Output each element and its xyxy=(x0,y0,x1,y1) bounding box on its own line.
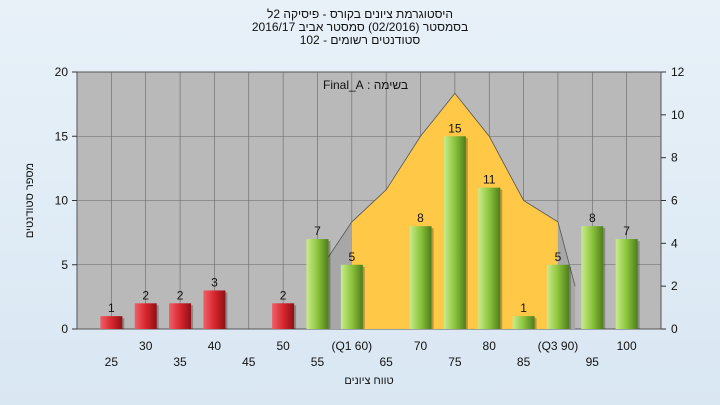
x-tick-label-90: (Q3 90) xyxy=(538,339,579,353)
bar-100 xyxy=(615,239,638,329)
x-tick-label-75: 75 xyxy=(448,355,462,369)
bar-75 xyxy=(443,136,466,329)
distribution-outline xyxy=(317,92,576,287)
bar-value-label-50: 2 xyxy=(280,288,287,302)
bar-55 xyxy=(306,239,329,329)
x-tick-label-40: 40 xyxy=(208,339,222,353)
y-tick-label: 5 xyxy=(61,258,68,272)
x-tick-label-80: 80 xyxy=(483,339,497,353)
bar-value-label-70: 8 xyxy=(417,211,424,225)
bar-value-label-80: 11 xyxy=(483,173,496,187)
y2-tick-label: 10 xyxy=(671,108,685,122)
title-line-1: היסטוגרמת ציונים בקורס - פיסיקה 2ל xyxy=(266,7,454,21)
x-tick-label-70: 70 xyxy=(414,339,428,353)
x-tick-label-45: 45 xyxy=(242,355,256,369)
bar-25 xyxy=(100,316,123,329)
x-tick-label-55: 55 xyxy=(311,355,325,369)
y-axis-title: מספר סטודנטים xyxy=(24,163,36,238)
x-tick-label-25: 25 xyxy=(105,355,119,369)
y2-tick-label: 2 xyxy=(671,279,678,293)
y-tick-label: 10 xyxy=(55,194,69,208)
y-tick-label: 15 xyxy=(55,129,69,143)
bar-value-label-55: 7 xyxy=(314,224,321,238)
x-tick-label-50: 50 xyxy=(276,339,290,353)
y2-tick-label: 4 xyxy=(671,236,678,250)
bar-30 xyxy=(134,303,157,329)
bar-value-label-25: 1 xyxy=(108,301,115,315)
bar-value-label-95: 8 xyxy=(589,211,596,225)
y2-tick-label: 6 xyxy=(671,194,678,208)
y-tick-label: 0 xyxy=(61,322,68,336)
y2-tick-label: 8 xyxy=(671,151,678,165)
bar-value-label-35: 2 xyxy=(177,288,184,302)
bar-value-label-60: 5 xyxy=(348,250,355,264)
y2-tick-label: 0 xyxy=(671,322,678,336)
x-tick-label-85: 85 xyxy=(517,355,531,369)
x-axis-title: טווח ציונים xyxy=(344,375,393,387)
bar-95 xyxy=(581,226,604,329)
bar-80 xyxy=(478,187,501,329)
x-tick-label-35: 35 xyxy=(173,355,187,369)
bar-40 xyxy=(203,290,226,329)
y-tick-label: 20 xyxy=(55,65,69,79)
bar-35 xyxy=(169,303,192,329)
bar-85 xyxy=(512,316,535,329)
bar-value-label-30: 2 xyxy=(142,288,149,302)
chart-title: היסטוגרמת ציונים בקורס - פיסיקה 2ל בסמסט… xyxy=(0,8,720,47)
x-tick-label-100: 100 xyxy=(617,339,637,353)
bar-90 xyxy=(546,264,569,329)
x-tick-label-60: (Q1 60) xyxy=(331,339,372,353)
bar-50 xyxy=(272,303,295,329)
bar-70 xyxy=(409,226,432,329)
bar-value-label-40: 3 xyxy=(211,275,218,289)
x-tick-label-65: 65 xyxy=(379,355,393,369)
bar-value-label-85: 1 xyxy=(520,301,527,315)
title-line-2: בסמסטר (02/2016) סמסטר אביב 2016/17 xyxy=(251,20,469,34)
bar-value-label-75: 15 xyxy=(448,121,462,135)
x-tick-label-95: 95 xyxy=(586,355,600,369)
bar-value-label-100: 7 xyxy=(623,224,630,238)
x-tick-label-30: 30 xyxy=(139,339,153,353)
bar-60 xyxy=(340,264,363,329)
bar-value-label-90: 5 xyxy=(555,250,562,264)
plot-annotation: בשימה : Final_A xyxy=(323,78,408,92)
title-line-3: סטודנטים רשומים - 102 xyxy=(299,33,421,47)
y2-tick-label: 12 xyxy=(671,65,685,79)
